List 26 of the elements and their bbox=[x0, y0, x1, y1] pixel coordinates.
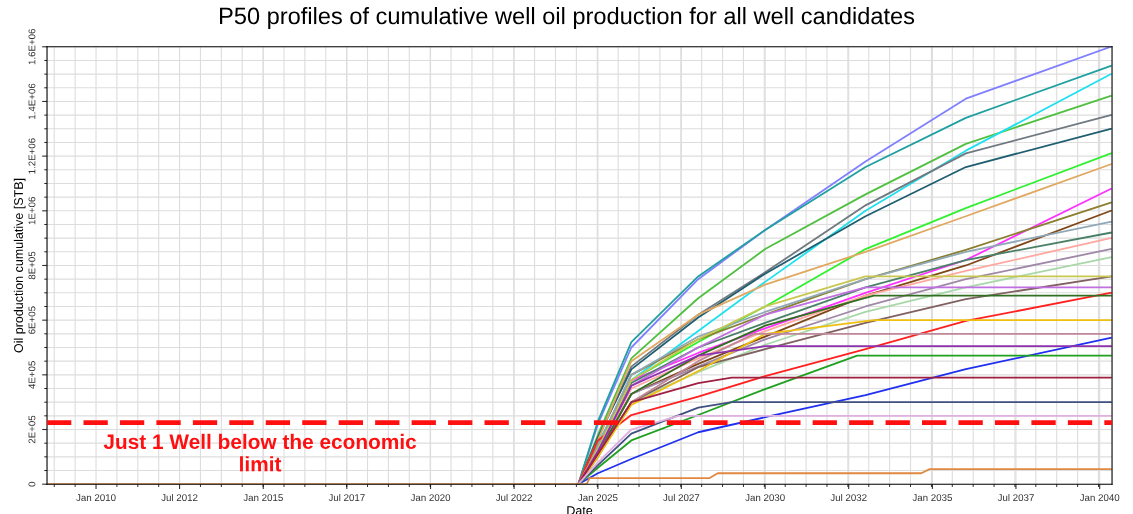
y-tick-label: 4E+05 bbox=[28, 361, 36, 389]
x-tick-label: Jul 2017 bbox=[328, 493, 365, 502]
x-tick-label: Jan 2035 bbox=[912, 494, 953, 502]
x-tick-label: Jan 2010 bbox=[76, 494, 116, 502]
x-tick-label: Jan 2015 bbox=[243, 494, 283, 502]
y-tick-label: 8E+05 bbox=[28, 251, 36, 280]
y-tick-label: 1.2E+06 bbox=[28, 138, 36, 174]
x-tick-label: Jul 2022 bbox=[495, 493, 532, 502]
x-tick-label: Jan 2040 bbox=[1079, 494, 1120, 502]
x-axis-title: Date bbox=[567, 506, 593, 514]
x-tick-label: Jan 2020 bbox=[410, 494, 451, 502]
x-tick-label: Jul 2037 bbox=[997, 493, 1034, 502]
x-tick-label: Jul 2027 bbox=[663, 493, 700, 502]
y-tick-label: 1.6E+06 bbox=[28, 28, 36, 65]
y-tick-label: 0 bbox=[28, 481, 36, 487]
x-tick-label: Jan 2025 bbox=[578, 494, 618, 502]
y-tick-label: 1.4E+06 bbox=[28, 83, 36, 119]
y-tick-label: 1E+06 bbox=[28, 197, 36, 225]
x-tick-label: Jul 2012 bbox=[161, 493, 198, 502]
y-axis-title: Oil production cumulative [STB] bbox=[13, 178, 26, 353]
y-tick-label: 6E+05 bbox=[28, 306, 36, 334]
ref-line-label: Just 1 Well below the economic limit bbox=[103, 433, 417, 472]
chart-title: P50 profiles of cumulative well oil production for all well candidates bbox=[220, 6, 915, 29]
x-tick-label: Jul 2032 bbox=[830, 493, 867, 502]
y-tick-label: 2E+05 bbox=[28, 415, 36, 444]
x-tick-label: Jan 2030 bbox=[745, 494, 785, 502]
